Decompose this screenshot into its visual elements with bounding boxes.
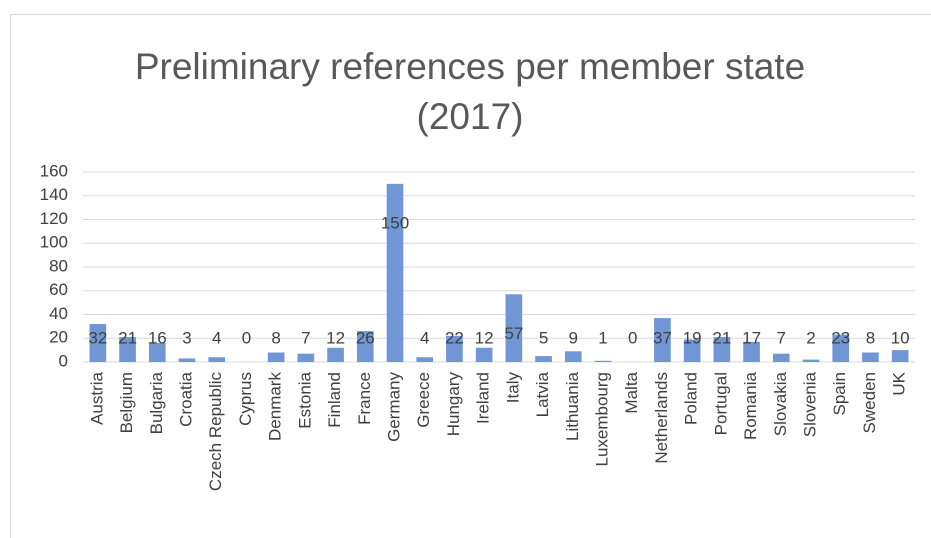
bar bbox=[475, 347, 493, 362]
bar bbox=[802, 359, 820, 362]
data-label: 8 bbox=[271, 328, 280, 347]
bar bbox=[535, 356, 552, 362]
data-label: 8 bbox=[866, 328, 875, 347]
data-label: 16 bbox=[148, 328, 167, 347]
bar bbox=[564, 351, 582, 362]
bar bbox=[208, 357, 226, 362]
chart-title: Preliminary references per member state … bbox=[134, 46, 806, 137]
data-label: 1 bbox=[598, 328, 607, 347]
bar bbox=[683, 339, 701, 362]
x-tick-label: Cyprus bbox=[236, 372, 255, 426]
bar bbox=[713, 337, 731, 362]
data-label: 150 bbox=[381, 213, 409, 232]
x-tick-label: Greece bbox=[414, 372, 433, 428]
data-label: 19 bbox=[683, 328, 702, 347]
bar bbox=[297, 353, 315, 362]
x-tick-label: Belgium bbox=[117, 372, 136, 433]
y-tick-label: 60 bbox=[49, 280, 68, 299]
bar bbox=[505, 294, 523, 362]
data-label: 21 bbox=[712, 328, 731, 347]
data-label: 37 bbox=[653, 328, 672, 347]
data-label: 12 bbox=[326, 328, 345, 347]
data-label: 22 bbox=[445, 328, 464, 347]
bar bbox=[89, 324, 107, 362]
x-tick-label: Portugal bbox=[711, 372, 730, 435]
data-label: 7 bbox=[301, 328, 310, 347]
data-label: 10 bbox=[891, 328, 910, 347]
x-tick-label: Malta bbox=[622, 371, 641, 413]
x-tick-label: Ireland bbox=[474, 372, 493, 424]
data-label: 23 bbox=[831, 328, 850, 347]
bar bbox=[832, 334, 850, 362]
bar bbox=[891, 350, 909, 362]
data-label: 12 bbox=[475, 328, 494, 347]
y-tick-label: 100 bbox=[40, 233, 68, 252]
bar bbox=[119, 337, 136, 362]
data-label: 17 bbox=[742, 328, 761, 347]
x-tick-label: Austria bbox=[87, 371, 106, 424]
data-label: 7 bbox=[777, 328, 786, 347]
bar bbox=[267, 352, 285, 362]
y-tick-label: 0 bbox=[59, 351, 68, 370]
x-tick-label: Romania bbox=[741, 371, 760, 440]
chart-frame bbox=[10, 14, 931, 538]
bar bbox=[862, 352, 879, 362]
data-label: 32 bbox=[88, 328, 107, 347]
x-tick-label: Estonia bbox=[295, 371, 314, 428]
bar bbox=[178, 358, 196, 362]
x-tick-label: Italy bbox=[503, 372, 522, 404]
y-tick-label: 160 bbox=[40, 161, 68, 180]
y-tick-label: 80 bbox=[49, 256, 68, 275]
y-tick-label: 20 bbox=[49, 328, 68, 347]
x-tick-label: Finland bbox=[325, 372, 344, 428]
x-tick-label: Bulgaria bbox=[147, 371, 166, 434]
y-tick-label: 120 bbox=[40, 209, 68, 228]
x-tick-label: Sweden bbox=[860, 372, 879, 433]
bar bbox=[446, 335, 463, 362]
x-tick-label: Slovenia bbox=[800, 371, 819, 437]
data-label: 5 bbox=[539, 328, 548, 347]
data-label: 4 bbox=[212, 328, 221, 347]
data-label: 26 bbox=[356, 328, 375, 347]
bar bbox=[327, 347, 344, 362]
data-label: 4 bbox=[420, 328, 429, 347]
data-label: 21 bbox=[118, 328, 137, 347]
bar bbox=[594, 360, 612, 362]
x-tick-label: Germany bbox=[384, 372, 403, 442]
x-tick-label: Slovakia bbox=[771, 371, 790, 436]
bar bbox=[356, 331, 374, 362]
x-tick-label: Spain bbox=[830, 372, 849, 415]
data-label: 9 bbox=[569, 328, 578, 347]
x-tick-label: Hungary bbox=[444, 372, 463, 437]
bar bbox=[416, 357, 434, 362]
x-tick-label: Croatia bbox=[176, 371, 195, 426]
x-tick-label: Czech Republic bbox=[206, 372, 225, 492]
x-tick-label: France bbox=[355, 372, 374, 425]
y-tick-label: 140 bbox=[40, 185, 68, 204]
x-tick-label: Lithuania bbox=[563, 371, 582, 441]
data-label: 0 bbox=[628, 328, 637, 347]
data-label: 57 bbox=[504, 324, 523, 343]
x-tick-label: Latvia bbox=[533, 371, 552, 417]
y-tick-label: 40 bbox=[49, 304, 68, 323]
data-label: 2 bbox=[806, 328, 815, 347]
bar bbox=[654, 318, 671, 362]
bar bbox=[743, 341, 760, 362]
x-tick-label: Poland bbox=[682, 372, 701, 425]
x-tick-label: Netherlands bbox=[652, 372, 671, 464]
bar bbox=[386, 183, 404, 362]
data-label: 0 bbox=[242, 328, 251, 347]
bar bbox=[148, 343, 166, 362]
data-label: 3 bbox=[182, 328, 191, 347]
x-tick-label: Denmark bbox=[266, 372, 285, 441]
x-tick-label: Luxembourg bbox=[592, 372, 611, 467]
x-tick-label: UK bbox=[890, 371, 909, 395]
bar bbox=[772, 353, 790, 362]
